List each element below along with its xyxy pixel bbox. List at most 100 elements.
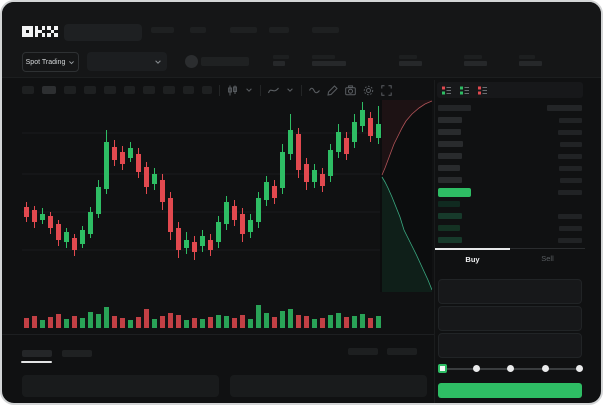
orderbook-bid-row[interactable] bbox=[438, 198, 582, 210]
search-input[interactable] bbox=[64, 24, 142, 41]
orderbook-ask-row[interactable] bbox=[438, 150, 582, 162]
chevron-down-icon bbox=[69, 60, 75, 64]
orders-panel-placeholder bbox=[22, 375, 219, 397]
chart-toolbar bbox=[22, 83, 430, 97]
orderbook-ask-row[interactable] bbox=[438, 126, 582, 138]
chart-bottom-divider bbox=[2, 334, 434, 335]
trade-mode-label: Spot Trading bbox=[25, 58, 66, 66]
volume-bars bbox=[24, 305, 381, 328]
stat-label-placeholder bbox=[519, 55, 535, 59]
okx-logo-glyph bbox=[34, 26, 45, 37]
wave-icon[interactable] bbox=[309, 85, 320, 96]
timeframe-button[interactable] bbox=[22, 86, 34, 94]
timeframe-button[interactable] bbox=[64, 86, 76, 94]
trade-side-tabs: Buy Sell bbox=[435, 248, 585, 268]
timeframe-buttons bbox=[22, 86, 212, 94]
orderbook-trade-panel: Buy Sell bbox=[434, 80, 594, 403]
nav-item-placeholder[interactable] bbox=[230, 27, 257, 33]
price-placeholder bbox=[438, 201, 460, 207]
timeframe-button[interactable] bbox=[163, 86, 175, 94]
stat-value-placeholder bbox=[273, 61, 285, 66]
okx-logo[interactable] bbox=[22, 26, 58, 37]
orderbook-bid-row[interactable] bbox=[438, 210, 582, 222]
amount-placeholder bbox=[558, 129, 582, 135]
pair-name-placeholder bbox=[201, 57, 249, 66]
orderbook-ask-row[interactable] bbox=[438, 162, 582, 174]
bottom-tab-active[interactable] bbox=[22, 350, 52, 357]
tab-buy[interactable]: Buy bbox=[435, 248, 510, 268]
stat-label-placeholder bbox=[273, 55, 289, 59]
stat-value-placeholder bbox=[519, 61, 542, 66]
amount-placeholder bbox=[559, 117, 582, 123]
toolbar-divider bbox=[301, 84, 302, 96]
stat-value-placeholder bbox=[399, 61, 422, 66]
slider-step-dot[interactable] bbox=[507, 365, 514, 372]
camera-icon[interactable] bbox=[345, 84, 356, 96]
orderbook-both-icon[interactable] bbox=[441, 85, 452, 96]
nav-item-placeholder[interactable] bbox=[151, 27, 174, 33]
bottom-tab[interactable] bbox=[62, 350, 92, 357]
amount-placeholder bbox=[558, 189, 582, 195]
timeframe-button[interactable] bbox=[42, 86, 56, 94]
slider-step-dot[interactable] bbox=[576, 365, 583, 372]
timeframe-button[interactable] bbox=[183, 86, 194, 94]
draw-pencil-icon[interactable] bbox=[327, 84, 338, 96]
price-placeholder bbox=[438, 129, 461, 135]
stat-label-placeholder bbox=[312, 55, 335, 59]
bottom-tab-active-underline bbox=[21, 361, 52, 363]
slider-step-dot[interactable] bbox=[541, 365, 549, 372]
depth-overlay bbox=[380, 100, 432, 292]
orderbook-bid-row[interactable] bbox=[438, 222, 582, 234]
orderbook-bids-icon[interactable] bbox=[459, 85, 470, 96]
toolbar-divider bbox=[219, 84, 220, 96]
orderbook-ask-row[interactable] bbox=[438, 174, 582, 186]
orderbook-bid-row[interactable] bbox=[438, 234, 582, 246]
chart-footer-placeholder bbox=[387, 348, 417, 355]
orderbook-header-row[interactable] bbox=[438, 102, 582, 114]
price-placeholder bbox=[438, 187, 471, 197]
stat-label-placeholder bbox=[464, 55, 482, 59]
price-placeholder bbox=[438, 165, 460, 171]
amount-placeholder bbox=[558, 213, 582, 219]
amount-placeholder bbox=[547, 105, 582, 111]
stat-label-placeholder bbox=[399, 55, 417, 59]
indicators-icon[interactable] bbox=[268, 85, 279, 96]
slider-step-dot[interactable] bbox=[472, 365, 480, 372]
timeframe-button[interactable] bbox=[104, 86, 116, 94]
chart-footer-placeholder bbox=[348, 348, 378, 355]
trade-mode-selector[interactable]: Spot Trading bbox=[22, 52, 79, 72]
tab-sell[interactable]: Sell bbox=[510, 248, 585, 268]
price-placeholder bbox=[438, 225, 460, 231]
timeframe-button[interactable] bbox=[84, 86, 96, 94]
candles bbox=[24, 102, 381, 260]
price-placeholder bbox=[438, 153, 462, 159]
chevron-down-icon bbox=[155, 59, 161, 64]
orderbook-last-price-row[interactable] bbox=[438, 186, 582, 198]
nav-item-placeholder[interactable] bbox=[269, 27, 289, 33]
chart-type-icon[interactable] bbox=[227, 85, 238, 96]
okx-logo-glyph bbox=[47, 26, 58, 37]
total-field[interactable] bbox=[438, 333, 582, 358]
nav-item-placeholder[interactable] bbox=[312, 27, 339, 33]
settings-gear-icon[interactable] bbox=[363, 85, 374, 96]
amount-field[interactable] bbox=[438, 306, 582, 331]
buy-submit-button[interactable] bbox=[438, 383, 582, 398]
pair-selector[interactable] bbox=[87, 52, 167, 71]
nav-item-placeholder[interactable] bbox=[190, 27, 206, 33]
amount-placeholder bbox=[559, 165, 582, 171]
price-placeholder bbox=[438, 237, 462, 243]
fullscreen-icon[interactable] bbox=[381, 84, 392, 96]
orderbook-view-switcher bbox=[437, 82, 583, 98]
chevron-down-icon[interactable] bbox=[286, 86, 294, 94]
orderbook-asks-icon[interactable] bbox=[477, 85, 488, 96]
price-field[interactable] bbox=[438, 279, 582, 304]
timeframe-button[interactable] bbox=[143, 86, 155, 94]
orderbook-ask-row[interactable] bbox=[438, 138, 582, 150]
chevron-down-icon[interactable] bbox=[245, 86, 253, 94]
amount-slider-handle[interactable] bbox=[438, 364, 447, 373]
timeframe-button[interactable] bbox=[202, 86, 212, 94]
orderbook-ask-row[interactable] bbox=[438, 114, 582, 126]
price-chart-svg[interactable] bbox=[22, 100, 432, 334]
price-placeholder bbox=[438, 177, 462, 183]
timeframe-button[interactable] bbox=[124, 86, 135, 94]
